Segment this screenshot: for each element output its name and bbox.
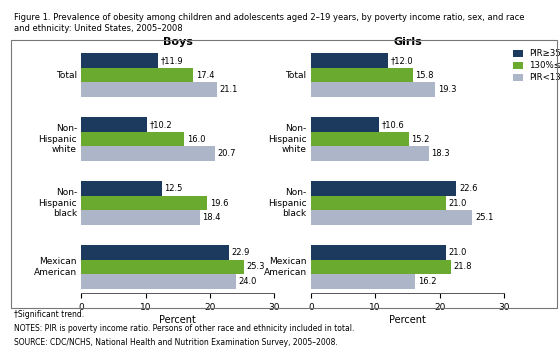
Bar bbox=[81, 132, 184, 146]
Bar bbox=[311, 274, 415, 289]
Text: 18.3: 18.3 bbox=[431, 149, 450, 158]
Text: †10.2: †10.2 bbox=[150, 120, 172, 129]
Bar bbox=[311, 196, 446, 210]
Bar bbox=[81, 274, 236, 289]
Text: 21.1: 21.1 bbox=[220, 85, 238, 94]
Text: 19.3: 19.3 bbox=[438, 85, 456, 94]
Bar bbox=[311, 118, 379, 132]
X-axis label: Percent: Percent bbox=[389, 314, 426, 325]
Bar bbox=[81, 68, 193, 82]
Bar bbox=[311, 82, 435, 97]
Bar bbox=[311, 68, 413, 82]
Text: 21.8: 21.8 bbox=[454, 262, 472, 272]
X-axis label: Percent: Percent bbox=[160, 314, 196, 325]
Bar bbox=[311, 210, 473, 225]
Title: Boys: Boys bbox=[163, 37, 193, 47]
Text: 25.1: 25.1 bbox=[475, 213, 493, 222]
Bar bbox=[81, 54, 158, 68]
Text: 21.0: 21.0 bbox=[449, 198, 467, 207]
Bar bbox=[311, 181, 456, 196]
Title: Girls: Girls bbox=[393, 37, 422, 47]
Text: NOTES: PIR is poverty income ratio. Persons of other race and ethnicity included: NOTES: PIR is poverty income ratio. Pers… bbox=[14, 324, 354, 333]
Text: 16.0: 16.0 bbox=[187, 135, 206, 144]
Text: 25.3: 25.3 bbox=[247, 262, 265, 272]
Bar bbox=[311, 132, 409, 146]
Bar bbox=[81, 196, 207, 210]
Bar bbox=[81, 146, 214, 161]
Bar bbox=[81, 82, 217, 97]
Bar bbox=[81, 260, 244, 274]
Text: 20.7: 20.7 bbox=[217, 149, 236, 158]
Text: 21.0: 21.0 bbox=[449, 248, 467, 257]
Text: †12.0: †12.0 bbox=[391, 56, 413, 65]
Legend: PIR≥350%, 130%≤PIR<350%, PIR<130%: PIR≥350%, 130%≤PIR<350%, PIR<130% bbox=[512, 48, 560, 83]
Text: 15.2: 15.2 bbox=[411, 135, 430, 144]
Text: †11.9: †11.9 bbox=[160, 56, 183, 65]
Text: SOURCE: CDC/NCHS, National Health and Nutrition Examination Survey, 2005–2008.: SOURCE: CDC/NCHS, National Health and Nu… bbox=[14, 338, 338, 347]
Text: 15.8: 15.8 bbox=[415, 71, 433, 80]
Bar bbox=[311, 54, 388, 68]
Bar bbox=[311, 245, 446, 260]
Text: 16.2: 16.2 bbox=[418, 277, 436, 286]
Text: †Significant trend.: †Significant trend. bbox=[14, 310, 84, 319]
Text: 19.6: 19.6 bbox=[210, 198, 228, 207]
Text: 24.0: 24.0 bbox=[239, 277, 256, 286]
Text: †10.6: †10.6 bbox=[382, 120, 404, 129]
Bar bbox=[81, 181, 162, 196]
Bar bbox=[311, 260, 451, 274]
Text: Figure 1. Prevalence of obesity among children and adolescents aged 2–19 years, : Figure 1. Prevalence of obesity among ch… bbox=[14, 13, 525, 33]
Bar bbox=[81, 245, 228, 260]
Bar bbox=[311, 146, 428, 161]
Bar bbox=[81, 118, 147, 132]
Text: 18.4: 18.4 bbox=[202, 213, 221, 222]
Text: 17.4: 17.4 bbox=[196, 71, 214, 80]
Text: 12.5: 12.5 bbox=[164, 184, 183, 193]
Bar bbox=[81, 210, 200, 225]
Text: 22.6: 22.6 bbox=[459, 184, 478, 193]
Text: 22.9: 22.9 bbox=[231, 248, 250, 257]
